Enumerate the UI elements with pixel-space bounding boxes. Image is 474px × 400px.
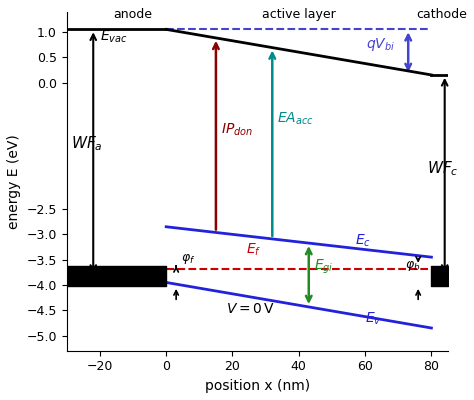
Text: $E_\mathit{f}$: $E_\mathit{f}$: [246, 242, 261, 258]
Text: anode: anode: [114, 8, 153, 21]
Text: $WF_\mathit{a}$: $WF_\mathit{a}$: [71, 134, 102, 153]
Text: $E_\mathit{gi}$: $E_\mathit{gi}$: [314, 258, 333, 276]
Text: $IP_\mathit{don}$: $IP_\mathit{don}$: [221, 121, 253, 138]
Y-axis label: energy E (eV): energy E (eV): [7, 134, 21, 228]
Text: $E_\mathit{vac}$: $E_\mathit{vac}$: [100, 29, 128, 46]
Text: cathode: cathode: [416, 8, 467, 21]
X-axis label: position x (nm): position x (nm): [205, 379, 310, 393]
Text: $qV_\mathit{bi}$: $qV_\mathit{bi}$: [366, 36, 395, 53]
Text: $E_\mathit{c}$: $E_\mathit{c}$: [355, 233, 371, 249]
Text: active layer: active layer: [262, 8, 336, 21]
Text: $WF_\mathit{c}$: $WF_\mathit{c}$: [427, 160, 459, 178]
Text: $E_\mathit{v}$: $E_\mathit{v}$: [365, 311, 382, 327]
Text: $EA_\mathit{acc}$: $EA_\mathit{acc}$: [277, 111, 314, 128]
Text: $\varphi_\mathit{f}$: $\varphi_\mathit{f}$: [181, 252, 196, 266]
Text: $V = 0\,\mathrm{V}$: $V = 0\,\mathrm{V}$: [226, 302, 275, 316]
Text: $\varphi_\mathit{b}$: $\varphi_\mathit{b}$: [405, 259, 420, 273]
